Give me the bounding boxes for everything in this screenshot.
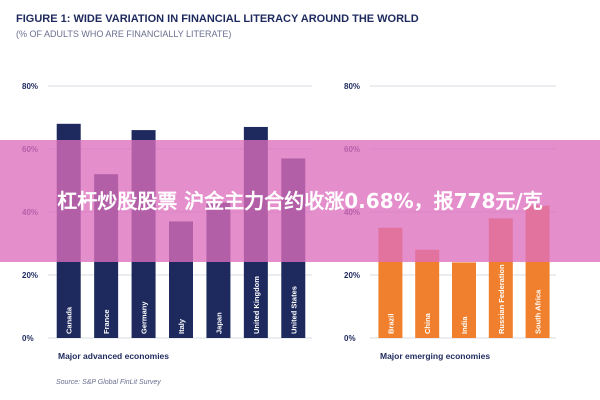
y-tick-label: 80% [344,82,360,91]
category-label: Germany [140,301,149,334]
overlay-banner: 杠杆炒股股票 沪金主力合约收涨0.68%，报778元/克 [0,140,600,262]
category-label: Canada [65,306,74,334]
category-label: South Africa [534,289,543,334]
bar [415,249,440,338]
y-tick-label: 80% [22,82,38,91]
y-tick-label: 0% [22,334,34,343]
figure-subtitle: (% OF ADULTS WHO ARE FINANCIALLY LITERAT… [16,29,231,39]
y-tick-label: 0% [344,334,356,343]
category-label: Brazil [386,314,395,334]
x-axis-label: Major advanced economies [58,351,169,361]
category-label: United States [289,286,298,334]
category-label: China [423,312,432,334]
category-label: India [460,316,469,334]
category-label: United Kingdom [252,276,261,334]
category-label: Japan [214,312,223,334]
y-tick-label: 20% [22,271,38,280]
category-label: Italy [177,318,186,334]
x-axis-label: Major emerging economies [380,351,490,361]
bar [452,262,476,338]
figure-source: Source: S&P Global FinLit Survey [56,379,161,386]
category-label: Russian Federation [497,264,506,334]
y-tick-label: 20% [344,271,360,280]
category-label: France [102,309,111,334]
figure-title: FIGURE 1: WIDE VARIATION IN FINANCIAL LI… [16,13,419,25]
